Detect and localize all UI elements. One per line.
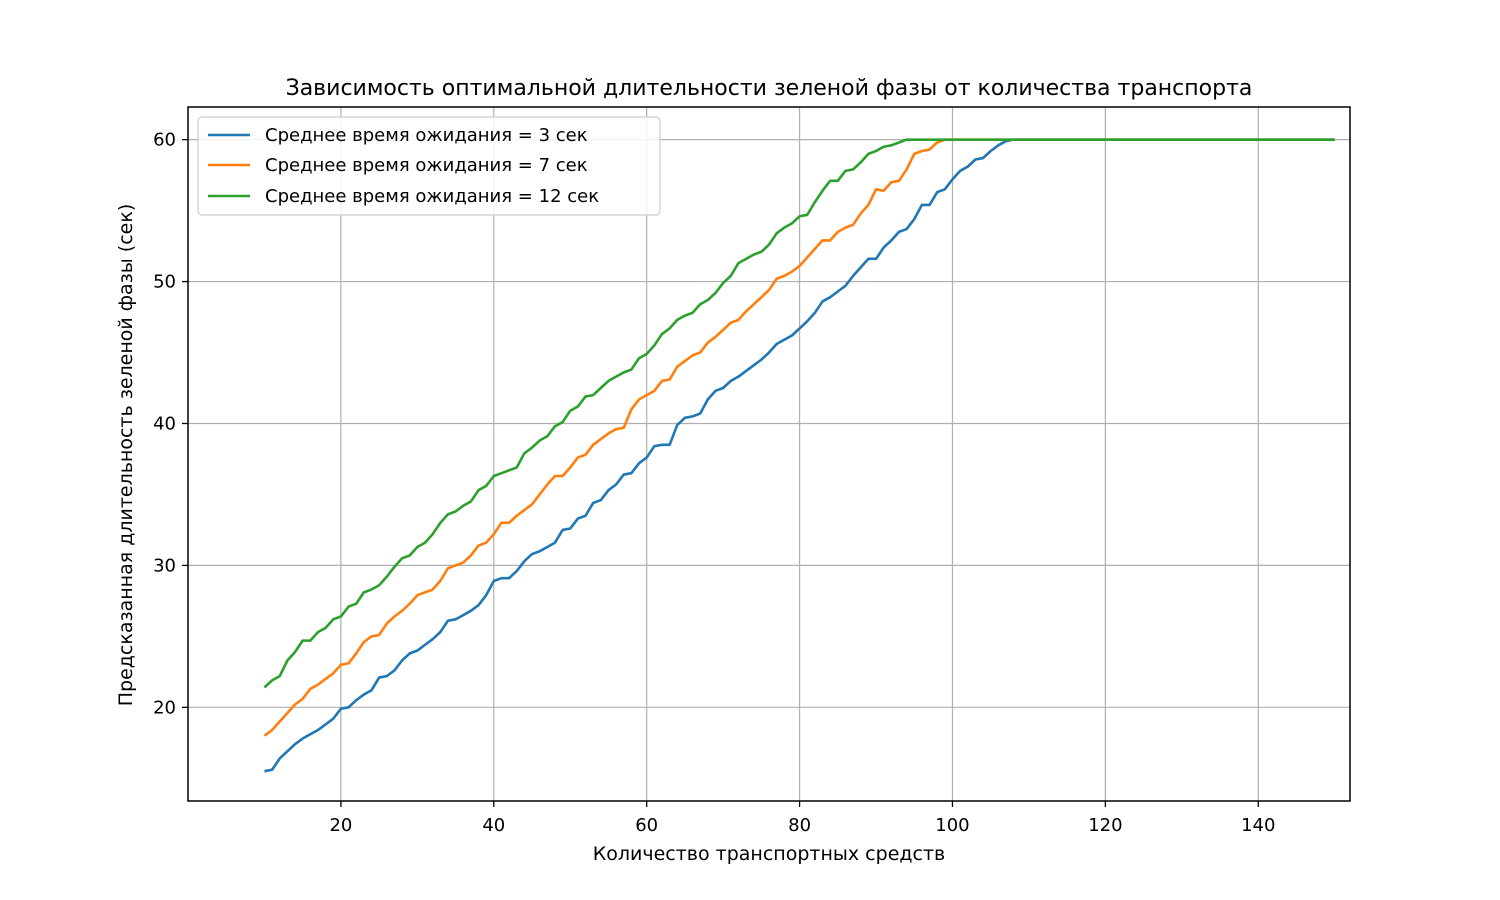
x-tick-label: 60: [635, 815, 658, 836]
y-axis-label: Предсказанная длительность зеленой фазы …: [115, 204, 137, 707]
x-tick-label: 100: [935, 815, 969, 836]
grid: [188, 107, 1350, 801]
plot-frame: [187, 106, 1351, 802]
series-line-12s: [263, 138, 1335, 689]
chart-title: Зависимость оптимальной длительности зел…: [286, 76, 1253, 101]
y-tick-label: 60: [153, 130, 176, 151]
series-group: [263, 138, 1335, 773]
legend-label-12s: Среднее время ожидания = 12 сек: [265, 186, 599, 207]
y-tick-label: 40: [153, 413, 176, 434]
y-tick-label: 30: [153, 555, 176, 576]
y-axis-ticks: 20 30 40 50 60: [153, 130, 188, 718]
x-axis-label: Количество транспортных средств: [593, 843, 945, 865]
x-tick-label: 20: [329, 815, 352, 836]
legend-label-3s: Среднее время ожидания = 3 сек: [265, 125, 588, 146]
legend-box: [197, 116, 661, 216]
y-tick-label: 20: [153, 697, 176, 718]
x-axis-ticks: 20 40 60 80 100 120 140: [329, 801, 1275, 836]
y-tick-label: 50: [153, 272, 176, 293]
x-tick-label: 80: [788, 815, 811, 836]
x-tick-label: 120: [1088, 815, 1122, 836]
legend-label-7s: Среднее время ожидания = 7 сек: [265, 155, 588, 176]
x-tick-label: 40: [482, 815, 505, 836]
x-tick-label: 140: [1241, 815, 1275, 836]
legend: Среднее время ожидания = 3 сек Среднее в…: [197, 116, 661, 216]
